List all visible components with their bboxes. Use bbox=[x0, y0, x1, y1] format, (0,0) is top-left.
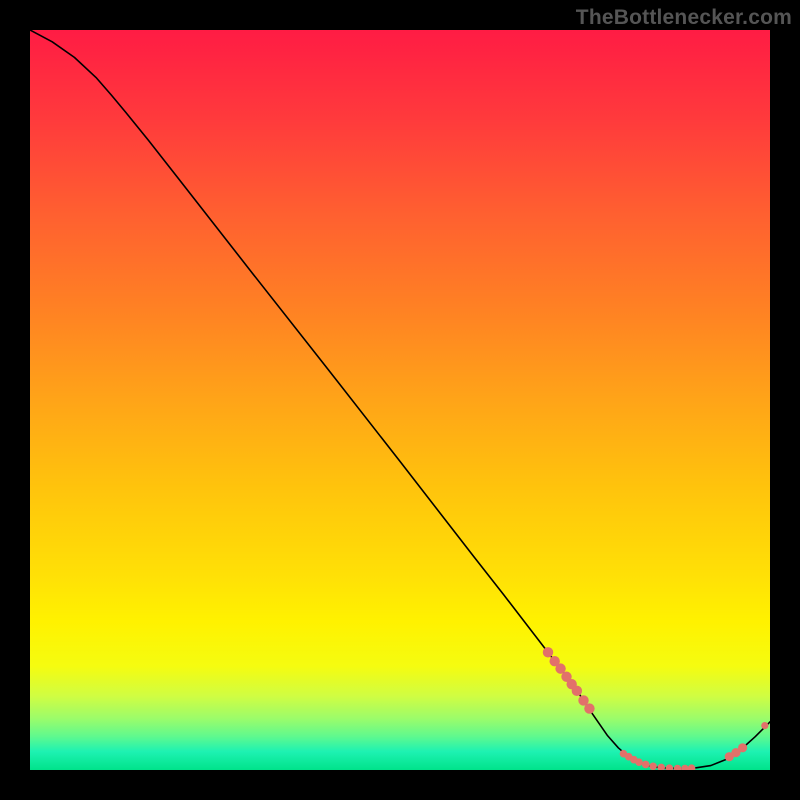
marker-point bbox=[543, 647, 553, 657]
gradient-background bbox=[30, 30, 770, 770]
marker-point bbox=[642, 761, 650, 769]
marker-point bbox=[584, 703, 594, 713]
marker-point bbox=[635, 758, 643, 766]
marker-point bbox=[738, 743, 747, 752]
marker-point bbox=[572, 686, 582, 696]
attribution-label: TheBottlenecker.com bbox=[576, 6, 792, 30]
marker-point bbox=[649, 763, 657, 771]
plot-area bbox=[30, 30, 770, 770]
marker-point bbox=[761, 722, 768, 729]
chart-canvas: TheBottlenecker.com bbox=[0, 0, 800, 800]
plot-svg bbox=[30, 30, 770, 770]
